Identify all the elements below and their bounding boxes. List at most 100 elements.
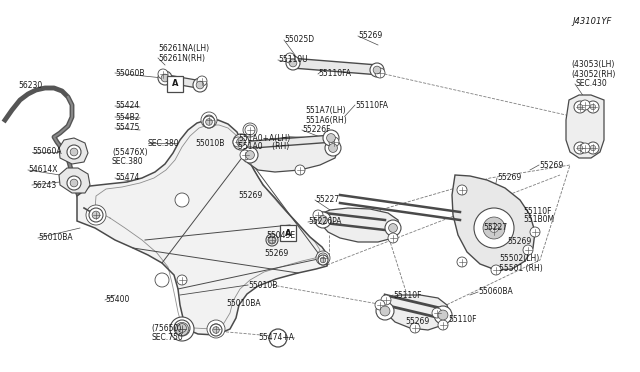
Circle shape — [432, 308, 442, 318]
Circle shape — [530, 227, 540, 237]
Circle shape — [388, 224, 397, 232]
Circle shape — [240, 150, 250, 160]
Circle shape — [67, 176, 81, 190]
Circle shape — [175, 193, 189, 207]
Circle shape — [381, 295, 391, 305]
Polygon shape — [318, 208, 400, 242]
Circle shape — [285, 53, 295, 63]
Circle shape — [269, 237, 275, 243]
Circle shape — [177, 275, 187, 285]
Circle shape — [438, 320, 448, 330]
Text: 55060BA: 55060BA — [478, 288, 513, 296]
Circle shape — [205, 119, 212, 125]
Text: A: A — [172, 80, 179, 89]
Text: 55269: 55269 — [507, 237, 531, 246]
Polygon shape — [59, 138, 88, 164]
Circle shape — [91, 210, 101, 220]
Text: 55060A: 55060A — [32, 148, 61, 157]
Text: 55010B: 55010B — [195, 138, 225, 148]
Text: 55424: 55424 — [115, 102, 140, 110]
Circle shape — [574, 142, 586, 154]
Circle shape — [246, 151, 255, 159]
Circle shape — [574, 101, 586, 113]
Text: J43101YF: J43101YF — [572, 17, 611, 26]
Circle shape — [158, 71, 172, 85]
Circle shape — [207, 320, 225, 338]
Text: 55269: 55269 — [405, 317, 429, 327]
Circle shape — [323, 130, 339, 146]
Circle shape — [176, 323, 188, 335]
Circle shape — [179, 326, 185, 332]
Circle shape — [316, 251, 330, 265]
Circle shape — [89, 208, 103, 222]
Text: 55269: 55269 — [358, 32, 382, 41]
FancyBboxPatch shape — [167, 76, 183, 92]
Circle shape — [197, 76, 207, 86]
Circle shape — [211, 324, 221, 334]
Text: 55010BA: 55010BA — [38, 234, 72, 243]
Text: 55227: 55227 — [315, 196, 339, 205]
Text: 55269: 55269 — [497, 173, 521, 183]
Circle shape — [170, 317, 194, 341]
Text: 551A0    (RH): 551A0 (RH) — [238, 142, 289, 151]
Text: 554B2: 554B2 — [115, 112, 140, 122]
Circle shape — [373, 66, 381, 74]
Text: 55045E: 55045E — [266, 231, 295, 241]
Circle shape — [523, 245, 533, 255]
Circle shape — [212, 327, 220, 333]
Text: 551A6(RH): 551A6(RH) — [305, 115, 347, 125]
Polygon shape — [290, 58, 380, 75]
Text: 56261NA(LH): 56261NA(LH) — [158, 45, 209, 54]
Circle shape — [67, 145, 81, 159]
Circle shape — [320, 257, 326, 263]
Circle shape — [174, 321, 190, 337]
Text: 56243: 56243 — [32, 180, 56, 189]
Polygon shape — [452, 175, 535, 270]
Circle shape — [92, 211, 100, 219]
Circle shape — [376, 302, 394, 320]
Circle shape — [438, 310, 448, 320]
Text: 55110F: 55110F — [523, 206, 552, 215]
Text: SEC.750: SEC.750 — [151, 333, 183, 341]
Text: SEC.430: SEC.430 — [575, 80, 607, 89]
Circle shape — [233, 134, 249, 150]
Text: 55227: 55227 — [483, 224, 507, 232]
Circle shape — [158, 69, 168, 79]
Text: 551A7(LH): 551A7(LH) — [305, 106, 346, 115]
Circle shape — [210, 324, 222, 336]
Circle shape — [375, 68, 385, 78]
Circle shape — [370, 63, 384, 77]
Circle shape — [319, 216, 328, 224]
Text: A: A — [285, 228, 291, 237]
Polygon shape — [162, 74, 203, 89]
Text: 56230: 56230 — [18, 81, 42, 90]
Circle shape — [295, 165, 305, 175]
Circle shape — [286, 56, 300, 70]
Circle shape — [580, 143, 590, 153]
Circle shape — [491, 265, 501, 275]
Circle shape — [490, 224, 499, 232]
Text: 56261N(RH): 56261N(RH) — [158, 54, 205, 62]
Text: 55226F: 55226F — [302, 125, 330, 135]
Text: 55269: 55269 — [264, 250, 288, 259]
Circle shape — [325, 140, 341, 156]
Text: (43052(RH): (43052(RH) — [571, 70, 616, 78]
Circle shape — [175, 323, 189, 336]
Text: (55476X): (55476X) — [112, 148, 148, 157]
Circle shape — [326, 134, 335, 142]
Circle shape — [380, 306, 390, 316]
Circle shape — [580, 100, 590, 110]
Text: 55475: 55475 — [115, 124, 140, 132]
Circle shape — [587, 101, 599, 113]
Text: 55474: 55474 — [115, 173, 140, 183]
Circle shape — [577, 104, 582, 110]
Text: 55110FA: 55110FA — [318, 70, 351, 78]
Circle shape — [178, 324, 186, 333]
Text: 55110F: 55110F — [448, 315, 477, 324]
Polygon shape — [245, 137, 338, 172]
Text: 551B0M: 551B0M — [523, 215, 554, 224]
Circle shape — [245, 125, 255, 135]
Circle shape — [233, 137, 243, 147]
Text: 55269: 55269 — [238, 192, 262, 201]
Circle shape — [590, 104, 596, 110]
